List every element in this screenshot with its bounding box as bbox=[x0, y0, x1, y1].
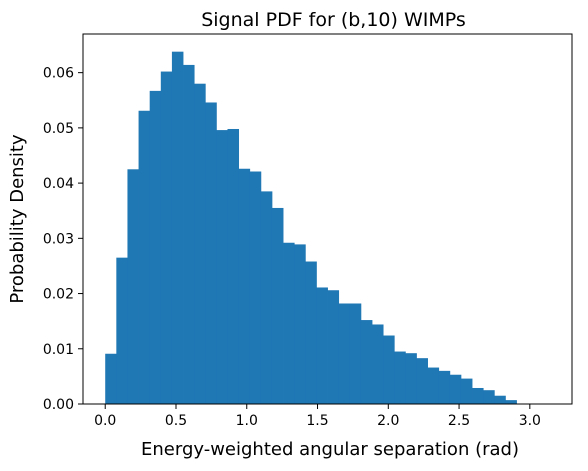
histogram-bar bbox=[394, 351, 406, 404]
histogram-bar bbox=[494, 395, 506, 404]
y-axis-label: Probability Density bbox=[7, 134, 28, 304]
x-axis-ticks: 0.0 0.5 1.0 1.5 2.0 2.5 3.0 bbox=[94, 404, 541, 429]
histogram-bar bbox=[183, 64, 195, 404]
x-axis-label: Energy-weighted angular separation (rad) bbox=[141, 439, 519, 460]
histogram-bar bbox=[316, 287, 328, 404]
histogram-bar bbox=[160, 71, 173, 404]
histogram-bar bbox=[505, 400, 517, 404]
histogram-bar bbox=[449, 374, 462, 404]
histogram-bar bbox=[349, 303, 362, 404]
histogram-bar bbox=[360, 320, 373, 404]
histogram-bar bbox=[283, 242, 295, 404]
x-tick-label: 3.0 bbox=[519, 413, 541, 429]
histogram-bar bbox=[305, 261, 317, 404]
histogram-bars bbox=[105, 51, 517, 405]
histogram-bar bbox=[105, 353, 117, 404]
x-tick-label: 2.0 bbox=[377, 413, 399, 429]
x-tick-label: 2.5 bbox=[448, 413, 470, 429]
histogram-bar bbox=[438, 370, 451, 404]
x-tick-label: 0.0 bbox=[94, 413, 116, 429]
histogram-bar bbox=[383, 335, 395, 404]
histogram-bar bbox=[205, 102, 217, 405]
histogram-bar bbox=[116, 257, 128, 404]
y-tick-label: 0.06 bbox=[43, 66, 74, 82]
histogram-bar bbox=[171, 51, 184, 405]
histogram-bar bbox=[472, 387, 484, 404]
histogram-bar bbox=[149, 90, 162, 404]
y-tick-label: 0.03 bbox=[43, 231, 74, 247]
y-tick-label: 0.04 bbox=[43, 176, 74, 192]
histogram-bar bbox=[238, 168, 251, 404]
histogram-bar bbox=[416, 358, 428, 404]
histogram-bar bbox=[294, 244, 306, 404]
x-tick-label: 1.5 bbox=[306, 413, 328, 429]
histogram-bar bbox=[271, 207, 284, 404]
histogram-bar bbox=[338, 303, 351, 404]
y-tick-label: 0.02 bbox=[43, 287, 74, 303]
histogram-bar bbox=[227, 128, 240, 404]
histogram-bar bbox=[427, 367, 440, 404]
x-tick-label: 0.5 bbox=[165, 413, 187, 429]
histogram-bar bbox=[372, 324, 384, 404]
histogram-bar bbox=[127, 169, 139, 404]
histogram-bar bbox=[138, 110, 151, 404]
x-tick-label: 1.0 bbox=[236, 413, 258, 429]
y-tick-label: 0.00 bbox=[43, 397, 74, 413]
histogram-bar bbox=[327, 290, 340, 404]
y-tick-label: 0.05 bbox=[43, 121, 74, 137]
histogram-bar bbox=[483, 390, 495, 404]
y-tick-label: 0.01 bbox=[43, 342, 74, 358]
histogram-bar bbox=[405, 353, 417, 404]
histogram-bar bbox=[460, 378, 473, 404]
y-axis-ticks: 0.00 0.01 0.02 0.03 0.04 0.05 0.06 bbox=[43, 66, 83, 413]
plot-frame bbox=[82, 33, 573, 405]
histogram-bar bbox=[194, 83, 206, 405]
chart-title: Signal PDF for (b,10) WIMPs bbox=[201, 9, 466, 31]
histogram-bar bbox=[216, 130, 228, 405]
histogram-bar bbox=[249, 171, 262, 404]
histogram-bar bbox=[260, 191, 273, 404]
